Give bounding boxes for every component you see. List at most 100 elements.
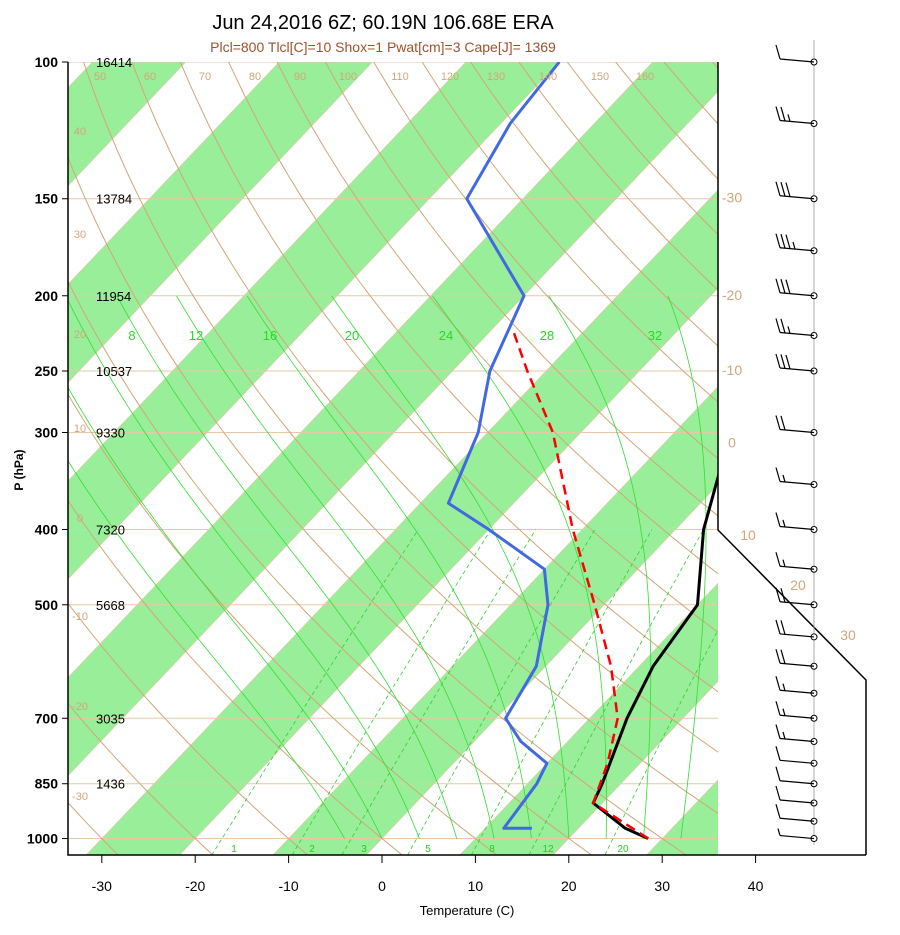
dry-adiabat-label: 140 [539,71,557,83]
wind-barb-flag [776,513,780,527]
wind-barb [776,701,817,721]
wind-barb-flag [776,746,780,760]
wind-barb-flag [776,786,780,800]
pressure-tick-label: 700 [35,710,59,726]
pressure-tick-label: 300 [35,425,59,441]
dry-adiabat-label: 10 [74,423,86,435]
height-label: 13784 [96,192,132,207]
chart-subtitle: Plcl=800 Tlcl[C]=10 Shox=1 Pwat[cm]=3 Ca… [210,39,556,55]
wind-barb [778,829,817,842]
wind-barb-flag [776,676,780,690]
wind-barb-half-flag [783,520,785,527]
wind-barb-flag [786,280,790,294]
dry-adiabat-label: 40 [74,126,86,138]
temperature-tick-label: -20 [185,878,205,894]
wind-barb-staff [780,368,814,371]
wind-barb [776,767,817,787]
mixing-ratio-label: 2 [309,844,315,855]
moist-adiabat-label: 24 [439,328,453,343]
wind-barb-staff [780,481,814,484]
pressure-tick-label: 150 [35,191,59,207]
wind-barb-flag [781,416,785,430]
wind-barb-flag [776,767,780,781]
wind-barb-flag [776,45,780,59]
temperature-tick-label: 30 [654,878,670,894]
height-label: 16414 [96,55,132,70]
wind-barb [776,467,817,487]
wind-barb-flag [776,620,780,634]
wind-barb-flag [781,354,785,368]
wind-barb-flag [776,318,780,332]
height-label: 3035 [96,711,125,726]
wind-barb-column [776,40,817,845]
height-label: 1436 [96,777,125,792]
wind-barb-staff [780,818,814,821]
chart-title: Jun 24,2016 6Z; 60.19N 106.68E ERA [212,12,554,34]
wind-barb-staff [780,760,814,763]
dry-adiabat-label: 110 [391,71,409,83]
isotherm-label: 20 [790,577,806,593]
isotherm-label: 10 [740,527,756,543]
dry-adiabat-label: 80 [249,71,261,83]
temperature-tick-label: 20 [561,878,577,894]
wind-barb-staff [780,690,814,693]
mixing-ratio-label: 20 [617,844,629,855]
wind-barb-staff [780,293,814,296]
wind-barb-flag [781,620,785,634]
isotherm-label: -30 [722,190,742,206]
wind-barb-staff [780,430,814,433]
height-label: 10537 [96,364,132,379]
dry-adiabat-label: 160 [636,71,654,83]
dry-adiabat-label: 120 [441,71,459,83]
moist-adiabat-label: 20 [345,328,359,343]
wind-barb-flag [776,106,780,120]
dry-adiabat-label: 100 [339,71,357,83]
temperature-tick-label: -10 [278,878,298,894]
moist-adiabat-label: 12 [189,328,203,343]
wind-barb-flag [776,354,780,368]
x-axis-label: Temperature (C) [420,903,515,918]
dry-adiabat-label: -10 [72,611,88,623]
temperature-tick-label: 10 [468,878,484,894]
pressure-tick-label: 500 [35,597,59,613]
dry-adiabat-label: 0 [77,513,83,525]
pressure-tick-label: 1000 [27,831,58,847]
wind-barb-flag [786,235,790,249]
mixing-ratio-label: 3 [361,844,367,855]
wind-barb [776,676,817,696]
isotherm-label: 30 [840,627,856,643]
wind-barb-flag [781,319,785,333]
wind-barb-staff [780,781,814,784]
wind-barb-flag [776,416,780,430]
wind-barb [776,746,817,766]
wind-barb-staff [780,800,814,803]
moist-adiabat-label: 8 [128,328,135,343]
temperature-tick-label: -30 [92,878,112,894]
wind-barb-flag [776,649,780,663]
wind-barb [776,649,817,669]
wind-barb-staff [780,836,814,839]
height-label: 9330 [96,426,125,441]
wind-barb [776,279,817,299]
wind-barb-staff [780,332,814,335]
wind-barb-flag [776,467,780,481]
wind-barb [776,234,817,254]
wind-barb [776,182,817,202]
y-axis-label: P (hPa) [12,449,26,490]
dry-adiabat-label: 60 [144,71,156,83]
wind-barb-flag [776,182,780,196]
wind-barb-flag [776,701,780,715]
isotherm-line [740,62,900,855]
wind-barb-flag [781,650,785,664]
wind-barb-staff [780,527,814,530]
wind-barb [776,416,817,436]
wind-barb-staff [780,634,814,637]
wind-barb [776,106,817,126]
wind-barb [776,513,817,533]
wind-barb-staff [780,120,814,123]
dry-adiabat-label: 50 [94,71,106,83]
wind-barb-flag [776,234,780,248]
wind-barb-staff [780,248,814,251]
